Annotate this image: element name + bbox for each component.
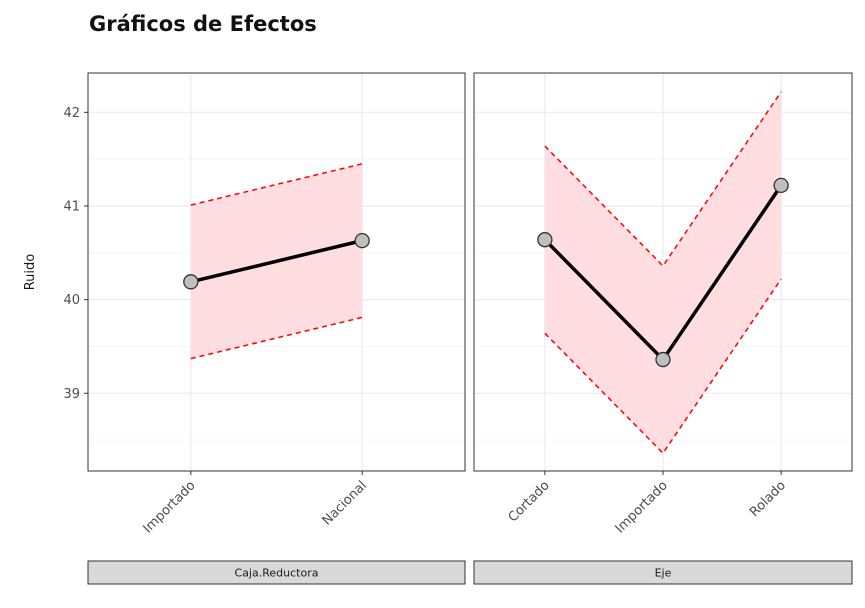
y-tick-label: 40 [63,293,80,308]
data-point [537,232,553,248]
x-tick-label: Nacional [320,478,370,528]
x-tick-label: Cortado [506,478,553,525]
data-point [354,232,370,249]
lower-bound-line [190,316,363,360]
panel-border [87,72,466,472]
y-tick-label: 41 [63,199,80,214]
confidence-band [544,91,782,454]
x-tick-label: Importado [140,478,198,536]
effect-line [190,238,363,284]
upper-bound-line [544,91,782,268]
data-point [773,177,789,194]
y-tick-label: 39 [63,387,80,402]
y-tick-label: 42 [63,106,80,121]
facet-strip [473,560,853,585]
data-point [655,351,671,368]
facet-strip-label: Caja.Reductora [235,567,319,580]
lower-bound-line [544,278,782,455]
chart-title: Gráficos de Efectos [89,12,317,36]
facet-strip [87,560,466,585]
x-tick-label: Rolado [747,478,789,520]
x-tick-label: Importado [613,478,671,536]
y-axis-label: Ruido [23,254,38,291]
facet-strip-label: Eje [655,567,672,580]
upper-bound-line [190,163,363,206]
data-point [183,274,199,290]
